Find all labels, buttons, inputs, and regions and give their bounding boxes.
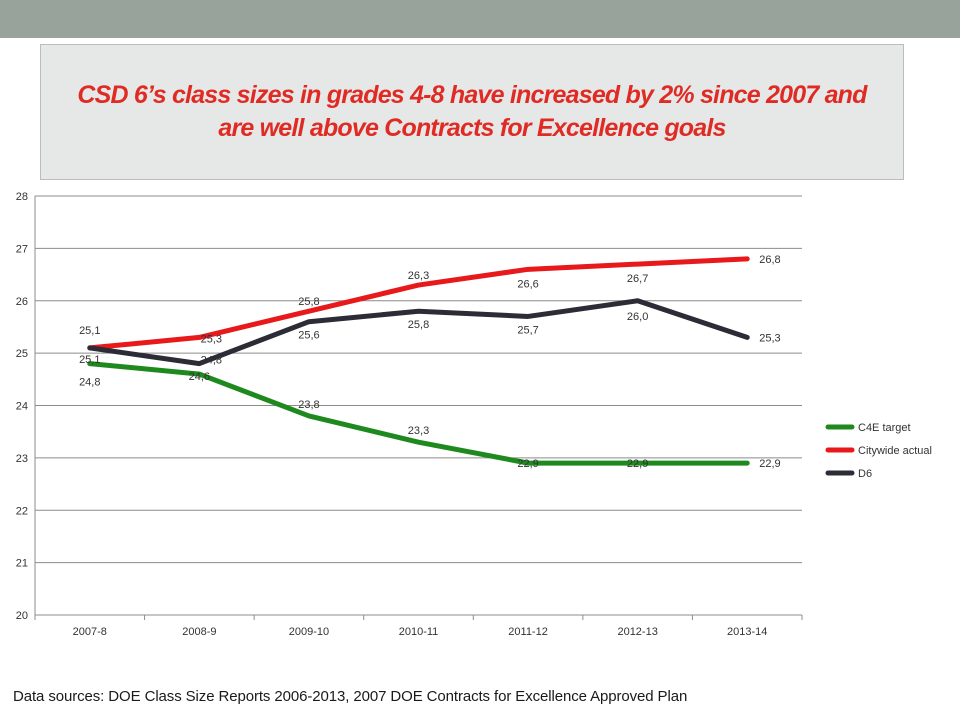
- data-label: 23,3: [408, 425, 429, 437]
- x-tick-label: 2007-8: [73, 626, 107, 638]
- data-label: 25,3: [201, 333, 222, 345]
- series-line-c4e-target: [87, 361, 750, 466]
- chart-title-line-1: CSD 6’s class sizes in grades 4-8 have i…: [77, 81, 867, 109]
- legend-label: C4E target: [858, 422, 911, 434]
- data-sources-note: Data sources: DOE Class Size Reports 200…: [13, 688, 688, 705]
- series-line-d6: [87, 298, 750, 367]
- data-label: 26,0: [627, 311, 648, 323]
- legend-label: D6: [858, 468, 872, 480]
- data-label: 23,8: [298, 399, 319, 411]
- data-label: 25,1: [79, 354, 100, 366]
- y-tick-label: 28: [16, 191, 28, 203]
- data-label: 25,6: [298, 330, 319, 342]
- y-tick-label: 25: [16, 348, 28, 360]
- x-tick-label: 2008-9: [182, 626, 216, 638]
- data-label: 25,8: [298, 296, 319, 308]
- data-label: 22,9: [627, 458, 648, 470]
- data-label: 24,8: [201, 355, 222, 367]
- data-label: 24,8: [79, 377, 100, 389]
- data-label: 25,7: [517, 324, 538, 336]
- series-line-citywide-actual: [87, 256, 750, 351]
- legend-label: Citywide actual: [858, 445, 932, 457]
- top-banner: [0, 0, 960, 38]
- data-label: 26,8: [759, 254, 780, 266]
- line-chart: 20 21 22 23 24 25 26 27 28 2007-8 2008-9 2009-10 201…: [16, 191, 932, 638]
- x-tick-label: 2013-14: [727, 626, 767, 638]
- y-tick-label: 26: [16, 296, 28, 308]
- y-tick-label: 21: [16, 558, 28, 570]
- data-label: 25,1: [79, 325, 100, 337]
- data-label: 26,3: [408, 270, 429, 282]
- x-tick-label: 2011-12: [508, 626, 548, 638]
- y-tick-label: 27: [16, 243, 28, 255]
- data-label: 25,8: [408, 319, 429, 331]
- y-tick-label: 24: [16, 401, 28, 413]
- x-tick-label: 2012-13: [617, 626, 657, 638]
- x-tick-label: 2010-11: [399, 626, 439, 638]
- data-label: 26,7: [627, 273, 648, 285]
- data-label: 25,3: [759, 332, 780, 344]
- x-tick-label: 2009-10: [289, 626, 329, 638]
- chart-title-line-2: are well above Contracts for Excellence …: [218, 114, 726, 142]
- data-label: 24,6: [189, 371, 210, 383]
- y-tick-label: 22: [16, 505, 28, 517]
- data-label: 22,9: [517, 458, 538, 470]
- data-label: 26,6: [517, 278, 538, 290]
- y-tick-label: 20: [16, 610, 28, 622]
- y-tick-label: 23: [16, 453, 28, 465]
- title-box: CSD 6’s class sizes in grades 4-8 have i…: [40, 44, 904, 180]
- data-label: 22,9: [759, 458, 780, 470]
